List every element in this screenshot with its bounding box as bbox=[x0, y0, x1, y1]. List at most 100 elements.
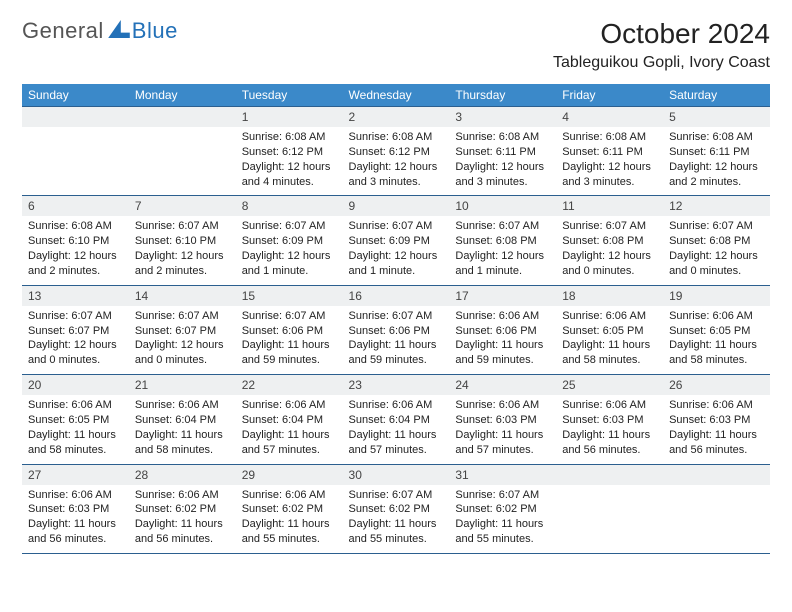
day-details: Sunrise: 6:06 AMSunset: 6:03 PMDaylight:… bbox=[663, 395, 770, 463]
day-details: Sunrise: 6:07 AMSunset: 6:09 PMDaylight:… bbox=[343, 216, 450, 284]
sunset-text: Sunset: 6:03 PM bbox=[455, 413, 550, 428]
day-number: 23 bbox=[343, 374, 450, 395]
day-details: Sunrise: 6:08 AMSunset: 6:11 PMDaylight:… bbox=[663, 127, 770, 195]
calendar-day-cell: 5Sunrise: 6:08 AMSunset: 6:11 PMDaylight… bbox=[663, 106, 770, 195]
daylight-text: Daylight: 12 hours and 3 minutes. bbox=[349, 160, 444, 190]
day-details: Sunrise: 6:06 AMSunset: 6:03 PMDaylight:… bbox=[556, 395, 663, 463]
day-number: 16 bbox=[343, 285, 450, 306]
brand-general-text: General bbox=[22, 18, 104, 44]
day-number: 11 bbox=[556, 195, 663, 216]
daylight-text: Daylight: 11 hours and 56 minutes. bbox=[28, 517, 123, 547]
day-number: 21 bbox=[129, 374, 236, 395]
calendar-day-cell bbox=[556, 464, 663, 554]
day-number: 12 bbox=[663, 195, 770, 216]
calendar-day-cell: 13Sunrise: 6:07 AMSunset: 6:07 PMDayligh… bbox=[22, 285, 129, 374]
sunrise-text: Sunrise: 6:07 AM bbox=[349, 219, 444, 234]
daylight-text: Daylight: 11 hours and 55 minutes. bbox=[242, 517, 337, 547]
calendar-week-row: 6Sunrise: 6:08 AMSunset: 6:10 PMDaylight… bbox=[22, 195, 770, 284]
sunrise-text: Sunrise: 6:06 AM bbox=[135, 488, 230, 503]
daylight-text: Daylight: 12 hours and 2 minutes. bbox=[669, 160, 764, 190]
daylight-text: Daylight: 12 hours and 1 minute. bbox=[242, 249, 337, 279]
weekday-header: Tuesday bbox=[236, 84, 343, 106]
daylight-text: Daylight: 11 hours and 55 minutes. bbox=[455, 517, 550, 547]
day-details: Sunrise: 6:08 AMSunset: 6:11 PMDaylight:… bbox=[449, 127, 556, 195]
calendar-day-cell: 28Sunrise: 6:06 AMSunset: 6:02 PMDayligh… bbox=[129, 464, 236, 554]
sunset-text: Sunset: 6:03 PM bbox=[562, 413, 657, 428]
day-details: Sunrise: 6:07 AMSunset: 6:06 PMDaylight:… bbox=[343, 306, 450, 374]
day-details: Sunrise: 6:07 AMSunset: 6:02 PMDaylight:… bbox=[449, 485, 556, 553]
calendar-week-row: 27Sunrise: 6:06 AMSunset: 6:03 PMDayligh… bbox=[22, 464, 770, 554]
daylight-text: Daylight: 11 hours and 56 minutes. bbox=[135, 517, 230, 547]
day-details: Sunrise: 6:06 AMSunset: 6:02 PMDaylight:… bbox=[236, 485, 343, 553]
sunrise-text: Sunrise: 6:08 AM bbox=[28, 219, 123, 234]
sunrise-text: Sunrise: 6:07 AM bbox=[242, 219, 337, 234]
sunrise-text: Sunrise: 6:07 AM bbox=[669, 219, 764, 234]
calendar-table: Sunday Monday Tuesday Wednesday Thursday… bbox=[22, 84, 770, 554]
sunset-text: Sunset: 6:02 PM bbox=[349, 502, 444, 517]
calendar-day-cell bbox=[22, 106, 129, 195]
day-details: Sunrise: 6:08 AMSunset: 6:12 PMDaylight:… bbox=[343, 127, 450, 195]
sunset-text: Sunset: 6:03 PM bbox=[669, 413, 764, 428]
weekday-header: Friday bbox=[556, 84, 663, 106]
sunrise-text: Sunrise: 6:06 AM bbox=[349, 398, 444, 413]
sunset-text: Sunset: 6:08 PM bbox=[455, 234, 550, 249]
day-details: Sunrise: 6:06 AMSunset: 6:05 PMDaylight:… bbox=[22, 395, 129, 463]
day-number: 15 bbox=[236, 285, 343, 306]
day-number: 27 bbox=[22, 464, 129, 485]
calendar-day-cell: 31Sunrise: 6:07 AMSunset: 6:02 PMDayligh… bbox=[449, 464, 556, 554]
month-title: October 2024 bbox=[553, 18, 770, 50]
calendar-day-cell: 26Sunrise: 6:06 AMSunset: 6:03 PMDayligh… bbox=[663, 374, 770, 463]
sunrise-text: Sunrise: 6:06 AM bbox=[242, 488, 337, 503]
daylight-text: Daylight: 12 hours and 4 minutes. bbox=[242, 160, 337, 190]
daylight-text: Daylight: 11 hours and 58 minutes. bbox=[562, 338, 657, 368]
day-details: Sunrise: 6:07 AMSunset: 6:07 PMDaylight:… bbox=[22, 306, 129, 374]
calendar-day-cell bbox=[663, 464, 770, 554]
day-number bbox=[22, 106, 129, 127]
calendar-body: 1Sunrise: 6:08 AMSunset: 6:12 PMDaylight… bbox=[22, 106, 770, 553]
day-details: Sunrise: 6:08 AMSunset: 6:11 PMDaylight:… bbox=[556, 127, 663, 195]
sunrise-text: Sunrise: 6:06 AM bbox=[669, 398, 764, 413]
calendar-day-cell: 17Sunrise: 6:06 AMSunset: 6:06 PMDayligh… bbox=[449, 285, 556, 374]
day-details: Sunrise: 6:07 AMSunset: 6:08 PMDaylight:… bbox=[556, 216, 663, 284]
calendar-day-cell: 21Sunrise: 6:06 AMSunset: 6:04 PMDayligh… bbox=[129, 374, 236, 463]
daylight-text: Daylight: 11 hours and 58 minutes. bbox=[28, 428, 123, 458]
day-details: Sunrise: 6:07 AMSunset: 6:09 PMDaylight:… bbox=[236, 216, 343, 284]
day-number: 18 bbox=[556, 285, 663, 306]
sunset-text: Sunset: 6:06 PM bbox=[242, 324, 337, 339]
calendar-day-cell: 20Sunrise: 6:06 AMSunset: 6:05 PMDayligh… bbox=[22, 374, 129, 463]
sunset-text: Sunset: 6:04 PM bbox=[349, 413, 444, 428]
calendar-day-cell: 8Sunrise: 6:07 AMSunset: 6:09 PMDaylight… bbox=[236, 195, 343, 284]
day-details: Sunrise: 6:07 AMSunset: 6:08 PMDaylight:… bbox=[449, 216, 556, 284]
sunset-text: Sunset: 6:08 PM bbox=[669, 234, 764, 249]
daylight-text: Daylight: 11 hours and 59 minutes. bbox=[242, 338, 337, 368]
day-details: Sunrise: 6:07 AMSunset: 6:07 PMDaylight:… bbox=[129, 306, 236, 374]
sunset-text: Sunset: 6:06 PM bbox=[349, 324, 444, 339]
daylight-text: Daylight: 12 hours and 3 minutes. bbox=[562, 160, 657, 190]
day-number: 28 bbox=[129, 464, 236, 485]
day-number: 4 bbox=[556, 106, 663, 127]
sunset-text: Sunset: 6:05 PM bbox=[562, 324, 657, 339]
daylight-text: Daylight: 12 hours and 1 minute. bbox=[455, 249, 550, 279]
day-details: Sunrise: 6:07 AMSunset: 6:08 PMDaylight:… bbox=[663, 216, 770, 284]
sunrise-text: Sunrise: 6:06 AM bbox=[242, 398, 337, 413]
calendar-day-cell: 11Sunrise: 6:07 AMSunset: 6:08 PMDayligh… bbox=[556, 195, 663, 284]
calendar-day-cell: 24Sunrise: 6:06 AMSunset: 6:03 PMDayligh… bbox=[449, 374, 556, 463]
day-number: 19 bbox=[663, 285, 770, 306]
sunset-text: Sunset: 6:12 PM bbox=[349, 145, 444, 160]
daylight-text: Daylight: 11 hours and 59 minutes. bbox=[349, 338, 444, 368]
sunset-text: Sunset: 6:05 PM bbox=[28, 413, 123, 428]
day-details: Sunrise: 6:07 AMSunset: 6:02 PMDaylight:… bbox=[343, 485, 450, 553]
day-number: 3 bbox=[449, 106, 556, 127]
calendar-day-cell: 22Sunrise: 6:06 AMSunset: 6:04 PMDayligh… bbox=[236, 374, 343, 463]
calendar-day-cell: 19Sunrise: 6:06 AMSunset: 6:05 PMDayligh… bbox=[663, 285, 770, 374]
sunrise-text: Sunrise: 6:06 AM bbox=[28, 488, 123, 503]
day-details: Sunrise: 6:06 AMSunset: 6:03 PMDaylight:… bbox=[449, 395, 556, 463]
daylight-text: Daylight: 12 hours and 2 minutes. bbox=[28, 249, 123, 279]
day-number: 25 bbox=[556, 374, 663, 395]
day-number: 13 bbox=[22, 285, 129, 306]
day-details: Sunrise: 6:06 AMSunset: 6:06 PMDaylight:… bbox=[449, 306, 556, 374]
sunrise-text: Sunrise: 6:08 AM bbox=[455, 130, 550, 145]
day-number: 10 bbox=[449, 195, 556, 216]
sunrise-text: Sunrise: 6:07 AM bbox=[349, 309, 444, 324]
sunrise-text: Sunrise: 6:06 AM bbox=[135, 398, 230, 413]
